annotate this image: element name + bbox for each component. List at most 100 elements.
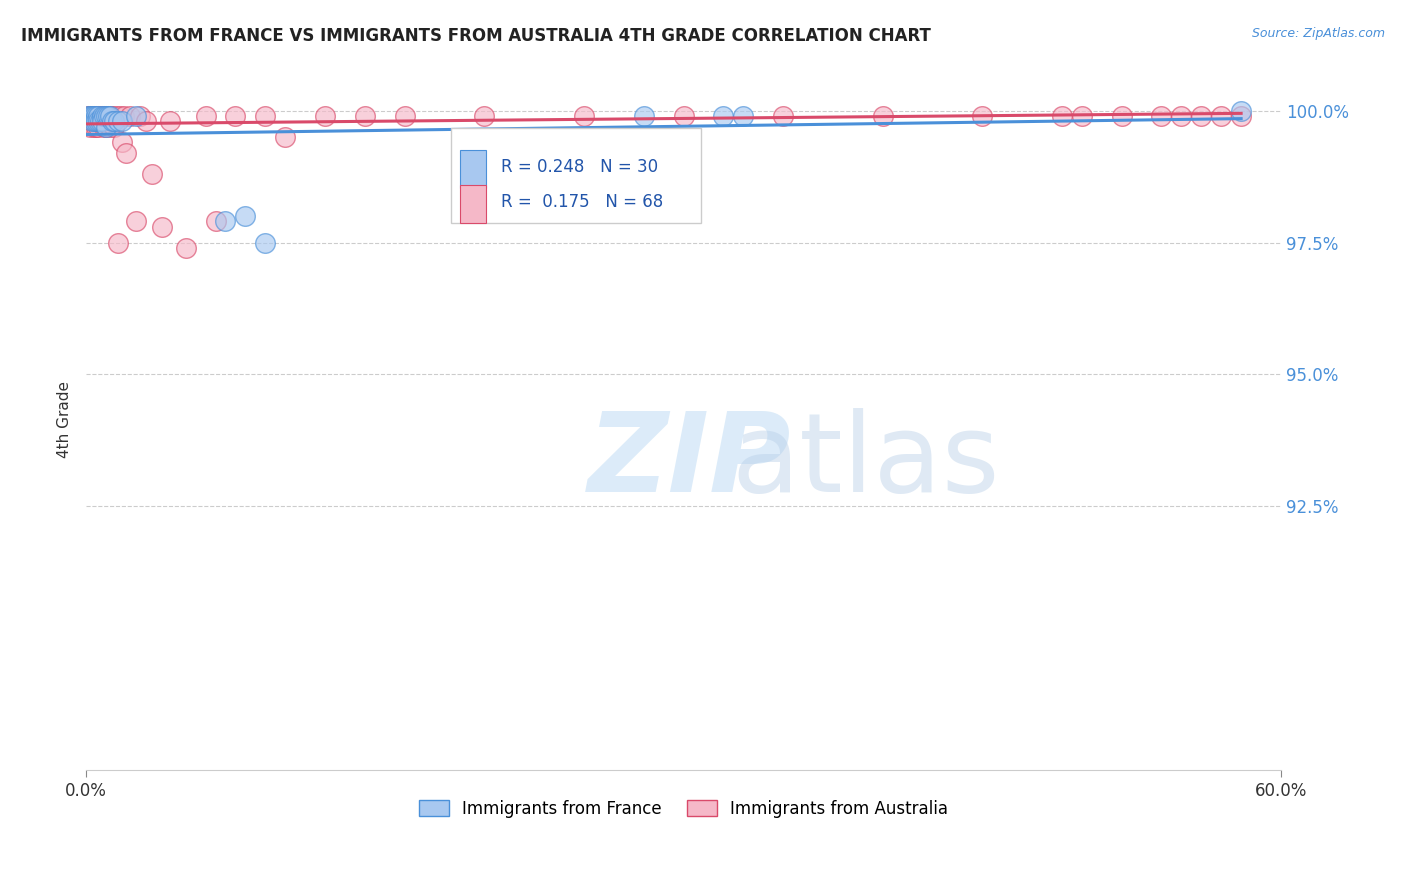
Point [98, 109, 121, 123]
Point [711, 109, 734, 123]
Point [254, 109, 277, 123]
Bar [460, 150, 486, 188]
Legend: Immigrants from France, Immigrants from Australia: Immigrants from France, Immigrants from … [412, 794, 955, 825]
Point [141, 167, 163, 181]
Text: atlas: atlas [731, 408, 1000, 515]
Point [394, 109, 416, 123]
Point [274, 130, 297, 145]
Point [1170, 109, 1192, 123]
Point [135, 114, 157, 128]
Point [1230, 109, 1253, 123]
Point [633, 109, 655, 123]
Point [93, 120, 115, 134]
Point [87, 114, 110, 128]
Point [77, 109, 100, 123]
Point [93, 109, 115, 123]
Point [111, 114, 134, 128]
Point [80, 114, 103, 128]
Point [128, 109, 150, 123]
Point [108, 109, 131, 123]
Y-axis label: 4th Grade: 4th Grade [58, 381, 72, 458]
Point [572, 109, 595, 123]
Text: IMMIGRANTS FROM FRANCE VS IMMIGRANTS FROM AUSTRALIA 4TH GRADE CORRELATION CHART: IMMIGRANTS FROM FRANCE VS IMMIGRANTS FRO… [21, 27, 931, 45]
Point [98, 120, 121, 134]
Point [174, 241, 197, 255]
Point [89, 114, 111, 128]
Point [80, 109, 103, 123]
Point [91, 114, 114, 128]
Point [733, 109, 755, 123]
Point [77, 109, 100, 123]
Point [91, 114, 114, 128]
Point [91, 109, 114, 123]
Point [204, 214, 226, 228]
Point [84, 114, 107, 128]
Point [79, 109, 101, 123]
Point [1150, 109, 1173, 123]
Point [83, 114, 105, 128]
Point [80, 109, 103, 123]
Text: R = 0.248   N = 30: R = 0.248 N = 30 [501, 158, 658, 177]
Point [1050, 109, 1073, 123]
Point [79, 120, 101, 134]
Bar [450, 128, 702, 223]
Point [224, 109, 246, 123]
Point [159, 114, 181, 128]
Point [111, 136, 134, 150]
Point [103, 120, 125, 134]
Point [125, 109, 148, 123]
Point [84, 109, 107, 123]
Point [94, 109, 117, 123]
Point [354, 109, 377, 123]
Point [772, 109, 794, 123]
Point [84, 109, 107, 123]
Point [98, 109, 121, 123]
Point [107, 235, 129, 250]
Point [97, 109, 120, 123]
Point [254, 235, 277, 250]
Point [1230, 103, 1253, 118]
Point [104, 109, 127, 123]
Point [97, 114, 120, 128]
Point [472, 109, 495, 123]
Point [83, 109, 105, 123]
Point [83, 120, 105, 134]
Point [115, 145, 138, 160]
Point [214, 214, 236, 228]
Point [101, 109, 124, 123]
Point [672, 109, 695, 123]
Point [83, 109, 105, 123]
Point [101, 114, 124, 128]
Point [1070, 109, 1092, 123]
Point [112, 109, 135, 123]
Point [150, 219, 173, 234]
Text: Source: ZipAtlas.com: Source: ZipAtlas.com [1251, 27, 1385, 40]
Point [101, 114, 124, 128]
Point [87, 109, 110, 123]
Point [103, 114, 125, 128]
Point [89, 114, 111, 128]
Point [872, 109, 894, 123]
Point [1211, 109, 1233, 123]
Point [79, 114, 101, 128]
Point [87, 114, 110, 128]
Text: ZIP: ZIP [588, 408, 792, 515]
Point [972, 109, 994, 123]
Point [107, 114, 129, 128]
Point [93, 109, 115, 123]
Point [79, 109, 101, 123]
Point [314, 109, 336, 123]
Point [84, 120, 107, 134]
Point [77, 114, 100, 128]
Point [1189, 109, 1212, 123]
Point [80, 114, 103, 128]
Point [93, 114, 115, 128]
Point [94, 120, 117, 134]
Point [94, 120, 117, 134]
Point [97, 109, 120, 123]
Text: R =  0.175   N = 68: R = 0.175 N = 68 [501, 194, 664, 211]
Point [235, 209, 257, 223]
Point [125, 214, 148, 228]
Point [94, 109, 117, 123]
Point [87, 120, 110, 134]
